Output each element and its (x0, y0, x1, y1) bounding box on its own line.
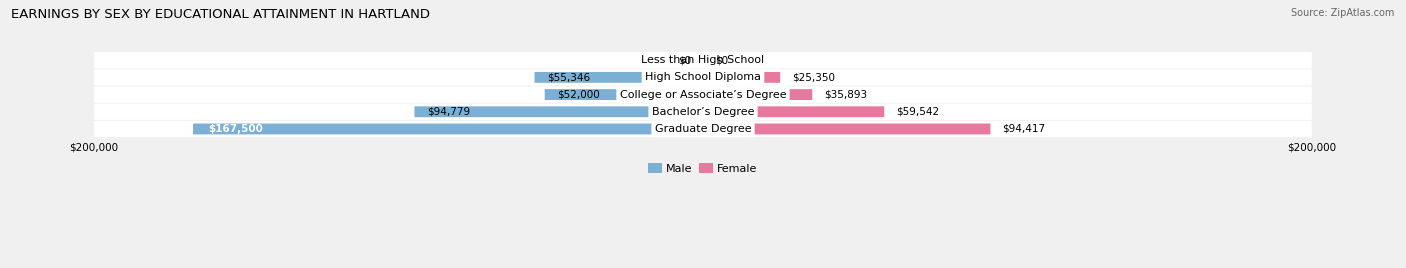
FancyBboxPatch shape (703, 72, 780, 83)
FancyBboxPatch shape (94, 121, 1312, 137)
FancyBboxPatch shape (544, 89, 703, 100)
Text: College or Associate’s Degree: College or Associate’s Degree (620, 90, 786, 100)
Text: Bachelor’s Degree: Bachelor’s Degree (652, 107, 754, 117)
Text: $167,500: $167,500 (208, 124, 263, 134)
FancyBboxPatch shape (94, 87, 1312, 103)
Text: Graduate Degree: Graduate Degree (655, 124, 751, 134)
FancyBboxPatch shape (94, 52, 1312, 68)
FancyBboxPatch shape (94, 69, 1312, 85)
Text: High School Diploma: High School Diploma (645, 72, 761, 82)
Text: $0: $0 (716, 55, 728, 65)
Text: $94,779: $94,779 (426, 107, 470, 117)
Text: $35,893: $35,893 (824, 90, 868, 100)
FancyBboxPatch shape (703, 89, 813, 100)
FancyBboxPatch shape (534, 72, 703, 83)
FancyBboxPatch shape (94, 104, 1312, 120)
FancyBboxPatch shape (193, 124, 703, 134)
FancyBboxPatch shape (703, 124, 990, 134)
Text: $25,350: $25,350 (793, 72, 835, 82)
Text: EARNINGS BY SEX BY EDUCATIONAL ATTAINMENT IN HARTLAND: EARNINGS BY SEX BY EDUCATIONAL ATTAINMEN… (11, 8, 430, 21)
FancyBboxPatch shape (415, 106, 703, 117)
Text: $0: $0 (678, 55, 690, 65)
Text: $94,417: $94,417 (1002, 124, 1046, 134)
Text: $52,000: $52,000 (557, 90, 599, 100)
Text: $55,346: $55,346 (547, 72, 589, 82)
Text: Source: ZipAtlas.com: Source: ZipAtlas.com (1291, 8, 1395, 18)
Text: Less than High School: Less than High School (641, 55, 765, 65)
Legend: Male, Female: Male, Female (644, 159, 762, 178)
Text: $59,542: $59,542 (897, 107, 939, 117)
FancyBboxPatch shape (703, 106, 884, 117)
